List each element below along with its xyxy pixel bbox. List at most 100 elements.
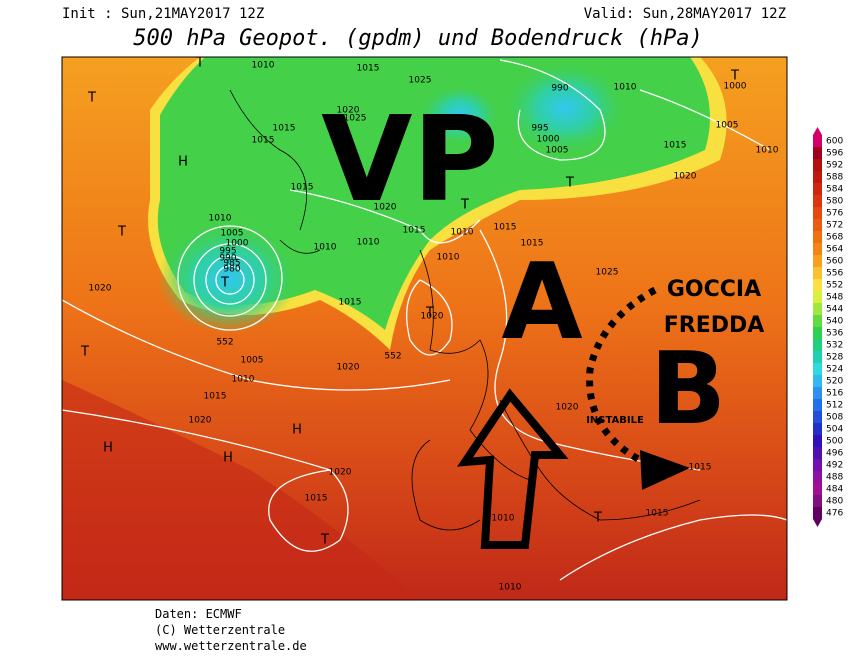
colorbar-label: 588 bbox=[826, 173, 843, 183]
isobar-label: 1010 bbox=[614, 83, 637, 93]
isobar-label: 1025 bbox=[344, 114, 367, 124]
isobar-label: 1020 bbox=[89, 284, 112, 294]
vp-label: VP bbox=[321, 90, 499, 228]
isobar-label: 1005 bbox=[546, 146, 569, 156]
colorbar-label: 536 bbox=[826, 329, 843, 339]
isobar-label: 1010 bbox=[232, 375, 255, 385]
colorbar-label: 560 bbox=[826, 257, 843, 267]
goccia-label: GOCCIA bbox=[667, 277, 761, 302]
colorbar-label: 568 bbox=[826, 233, 843, 243]
colorbar-cell bbox=[813, 159, 822, 171]
isobar-label: 1025 bbox=[409, 76, 432, 86]
colorbar-cell bbox=[813, 135, 822, 147]
colorbar-label: 544 bbox=[826, 305, 843, 315]
footer-url: www.wetterzentrale.de bbox=[155, 639, 307, 653]
low-center bbox=[158, 223, 298, 333]
colorbar-label: 504 bbox=[826, 425, 843, 435]
colorbar-label: 500 bbox=[826, 437, 843, 447]
pressure-center: T bbox=[593, 511, 602, 526]
footer-copyright: (C) Wetterzentrale bbox=[155, 623, 285, 637]
colorbar-cell bbox=[813, 483, 822, 495]
isobar-label: 1010 bbox=[357, 238, 380, 248]
isobar-label: 985 bbox=[223, 259, 240, 269]
pressure-center: T bbox=[565, 176, 574, 191]
colorbar-top bbox=[813, 127, 822, 135]
pressure-center: T bbox=[730, 69, 739, 84]
isobar-label: 1000 bbox=[226, 239, 249, 249]
colorbar-cell bbox=[813, 435, 822, 447]
colorbar-cell bbox=[813, 351, 822, 363]
pressure-center: T bbox=[320, 533, 329, 548]
colorbar-label: 492 bbox=[826, 461, 843, 471]
colorbar-cell bbox=[813, 387, 822, 399]
colorbar-cell bbox=[813, 495, 822, 507]
isobar-label: 1020 bbox=[674, 172, 697, 182]
colorbar-cell bbox=[813, 459, 822, 471]
colorbar-label: 484 bbox=[826, 485, 843, 495]
init-text: Init : Sun,21MAY2017 12Z bbox=[62, 6, 264, 22]
map-labels: 1010 1015 1025 990 1010 1000 1020 1025 1015 1015 9… bbox=[80, 56, 779, 593]
fredda-label: FREDDA bbox=[664, 313, 765, 338]
colorbar-label: 572 bbox=[826, 221, 843, 231]
a-label: A bbox=[501, 241, 582, 363]
colorbar-label: 552 bbox=[826, 281, 843, 291]
isobar-label: 990 bbox=[551, 84, 568, 94]
instabile-label: INSTABILE bbox=[586, 415, 644, 426]
colorbar-cell bbox=[813, 447, 822, 459]
colorbar-label: 520 bbox=[826, 377, 843, 387]
isobar-label: 995 bbox=[219, 247, 236, 257]
pressure-center: T bbox=[195, 56, 204, 71]
isobar-label: 1000 bbox=[724, 82, 747, 92]
colorbar-cell bbox=[813, 375, 822, 387]
colorbar-cell bbox=[813, 183, 822, 195]
colorbar-label: 596 bbox=[826, 149, 843, 159]
isobar-label: 1020 bbox=[421, 312, 444, 322]
colorbar-cell bbox=[813, 363, 822, 375]
colorbar-cell bbox=[813, 243, 822, 255]
isobar-label: 1005 bbox=[716, 121, 739, 131]
arrow-outline bbox=[457, 388, 569, 549]
isobar-label: 1025 bbox=[596, 268, 619, 278]
isobar-label: 990 bbox=[219, 254, 236, 264]
colorbar-cell bbox=[813, 507, 822, 519]
colorbar-cell bbox=[813, 267, 822, 279]
pressure-center: H bbox=[103, 441, 113, 456]
colorbar-cell bbox=[813, 315, 822, 327]
arrow-head bbox=[640, 450, 690, 490]
isobar-label: 552 bbox=[384, 352, 401, 362]
pressure-center: T bbox=[425, 306, 434, 321]
map-frame bbox=[61, 56, 788, 601]
isobar-label: 1015 bbox=[494, 223, 517, 233]
isobar-label: 1015 bbox=[689, 463, 712, 473]
isobar-label: 1015 bbox=[252, 136, 275, 146]
colorbar-cell bbox=[813, 195, 822, 207]
colorbar-label: 580 bbox=[826, 197, 843, 207]
isobar-label: 1000 bbox=[537, 135, 560, 145]
colorbar-cell bbox=[813, 171, 822, 183]
footer-source: Daten: ECMWF bbox=[155, 607, 242, 621]
dotted-circulation bbox=[586, 286, 667, 474]
isobar-label: 1010 bbox=[499, 583, 522, 593]
isobar-label: 1015 bbox=[273, 124, 296, 134]
isobar-label: 1005 bbox=[241, 356, 264, 366]
colorbar-label: 540 bbox=[826, 317, 843, 327]
isobar-label: 1015 bbox=[521, 239, 544, 249]
coastlines bbox=[229, 89, 701, 531]
map-title: 500 hPa Geopot. (gpdm) und Bodendruck (h… bbox=[133, 26, 703, 51]
isobar-label: 1020 bbox=[329, 468, 352, 478]
pressure-center: T bbox=[220, 276, 229, 291]
isobar-label: 1010 bbox=[451, 228, 474, 238]
colorbar-cell bbox=[813, 219, 822, 231]
colorbar-label: 508 bbox=[826, 413, 843, 423]
isobar-label: 1020 bbox=[556, 403, 579, 413]
colorbar-cell bbox=[813, 291, 822, 303]
isobar-label: 1015 bbox=[291, 183, 314, 193]
colorbar-cell bbox=[813, 207, 822, 219]
isobar-label: 1015 bbox=[664, 141, 687, 151]
colorbar-cell bbox=[813, 255, 822, 267]
isobar-label: 1010 bbox=[437, 253, 460, 263]
colorbar-label: 528 bbox=[826, 353, 843, 363]
colorbar-cell bbox=[813, 279, 822, 291]
colorbar-label: 548 bbox=[826, 293, 843, 303]
